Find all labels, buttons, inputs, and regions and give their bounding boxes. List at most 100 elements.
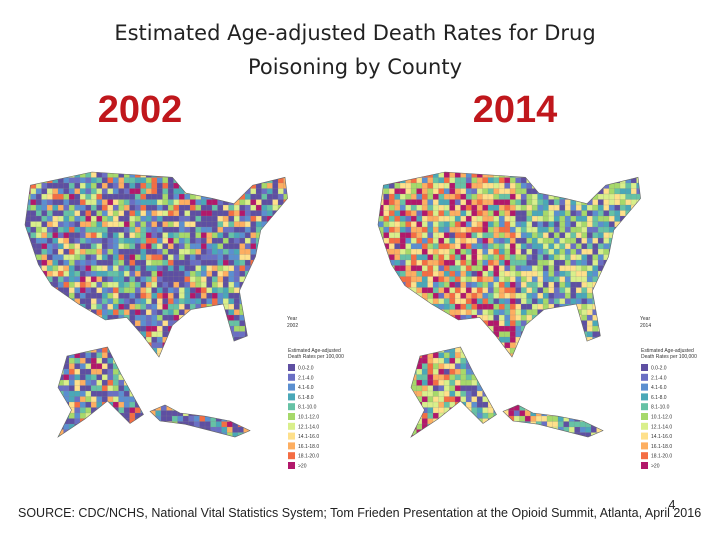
- county-cell: [564, 336, 571, 343]
- county-cell: [193, 432, 200, 437]
- county-cell: [96, 385, 103, 392]
- county-cell: [74, 429, 81, 436]
- county-cell: [548, 303, 555, 310]
- county-cell: [118, 412, 125, 419]
- county-cell: [178, 248, 185, 255]
- county-cell: [411, 407, 417, 414]
- county-cell: [625, 232, 632, 239]
- county-cell: [129, 434, 136, 437]
- county-cell: [145, 204, 152, 211]
- county-cell: [438, 368, 445, 375]
- county-cell: [553, 237, 560, 244]
- county-cell: [388, 204, 395, 211]
- county-cell: [243, 405, 250, 411]
- county-cell: [603, 248, 610, 255]
- county-cell: [118, 292, 125, 299]
- county-cell: [575, 292, 582, 299]
- county-cell: [520, 336, 527, 343]
- county-cell: [200, 298, 207, 305]
- county-cell: [636, 254, 641, 261]
- county-cell: [228, 342, 235, 349]
- county-cell: [476, 401, 483, 408]
- county-cell: [520, 221, 527, 228]
- county-cell: [283, 215, 288, 222]
- county-cell: [112, 270, 119, 277]
- county-cell: [421, 237, 428, 244]
- county-cell: [156, 325, 163, 332]
- county-cell: [504, 177, 511, 184]
- county-cell: [383, 215, 390, 222]
- county-cell: [79, 237, 86, 244]
- county-cell: [526, 210, 533, 217]
- county-cell: [289, 277, 295, 283]
- county-cell: [79, 287, 86, 294]
- county-cell: [68, 320, 75, 327]
- county-cell: [542, 287, 549, 294]
- county-cell: [221, 426, 228, 433]
- county-cell: [608, 270, 615, 277]
- county-cell: [145, 221, 152, 228]
- county-cell: [383, 353, 390, 357]
- county-cell: [542, 342, 549, 349]
- county-cell: [146, 391, 152, 397]
- county-cell: [123, 265, 130, 272]
- county-cell: [383, 188, 390, 195]
- county-cell: [427, 243, 434, 250]
- county-cell: [378, 292, 384, 299]
- county-cell: [542, 172, 549, 178]
- county-cell: [134, 232, 141, 239]
- county-cell: [405, 193, 412, 200]
- county-cell: [465, 331, 472, 338]
- county-cell: [581, 298, 588, 305]
- county-cell: [614, 215, 621, 222]
- county-cell: [283, 287, 288, 294]
- county-cell: [399, 199, 406, 206]
- county-cell: [79, 314, 86, 321]
- county-cell: [112, 199, 119, 206]
- county-cell: [432, 248, 439, 255]
- county-cell: [596, 421, 603, 428]
- county-cell: [476, 265, 483, 272]
- county-cell: [101, 374, 108, 381]
- county-cell: [228, 215, 235, 222]
- county-cell: [482, 325, 489, 332]
- county-cell: [63, 243, 70, 250]
- county-cell: [465, 177, 472, 184]
- county-cell: [509, 237, 516, 244]
- county-cell: [487, 292, 494, 299]
- county-cell: [195, 325, 202, 332]
- county-cell: [570, 347, 577, 354]
- county-cell: [129, 259, 136, 266]
- county-cell: [85, 182, 92, 189]
- county-cell: [559, 292, 566, 299]
- county-cell: [261, 221, 268, 228]
- county-cell: [182, 432, 189, 437]
- legend-label: 0.0-2.0: [298, 366, 314, 372]
- county-cell: [427, 407, 434, 414]
- county-cell: [222, 243, 229, 250]
- county-cell: [421, 347, 428, 354]
- county-cell: [482, 243, 489, 250]
- county-cell: [449, 281, 456, 288]
- county-cell: [476, 182, 483, 189]
- county-cell: [608, 336, 615, 343]
- county-cell: [74, 199, 81, 206]
- county-cell: [211, 237, 218, 244]
- county-cell: [471, 325, 478, 332]
- county-cell: [438, 309, 445, 316]
- county-cell: [289, 266, 295, 272]
- county-cell: [79, 254, 86, 261]
- county-cell: [405, 248, 412, 255]
- county-cell: [129, 237, 136, 244]
- county-cell: [255, 303, 262, 310]
- county-cell: [421, 259, 428, 266]
- county-cell: [30, 193, 37, 200]
- county-cell: [85, 401, 92, 408]
- county-cell: [636, 298, 641, 305]
- county-cell: [443, 298, 450, 305]
- county-cell: [217, 237, 224, 244]
- county-cell: [482, 232, 489, 239]
- county-cell: [206, 210, 213, 217]
- county-cell: [173, 353, 180, 357]
- county-cell: [625, 353, 632, 357]
